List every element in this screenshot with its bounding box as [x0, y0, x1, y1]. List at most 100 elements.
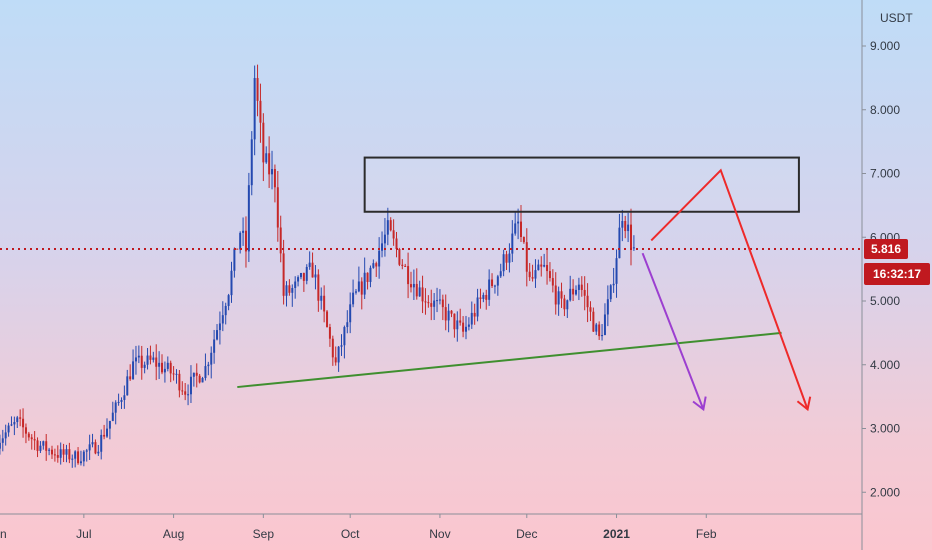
candle	[271, 150, 274, 190]
candle	[207, 361, 210, 376]
candle	[381, 231, 384, 258]
candle	[447, 303, 450, 333]
candle	[132, 349, 135, 380]
candle	[577, 277, 580, 301]
candlestick-series	[0, 64, 635, 468]
candle	[77, 447, 80, 465]
candle	[551, 269, 554, 293]
candle	[407, 252, 410, 299]
support-trendline[interactable]	[237, 331, 782, 389]
candle	[79, 450, 82, 466]
candle	[155, 344, 158, 381]
candle	[1, 429, 4, 452]
candle	[302, 272, 305, 292]
candle	[30, 434, 33, 450]
candle	[543, 253, 546, 268]
candle	[143, 361, 146, 374]
candle	[378, 237, 381, 279]
candle	[346, 310, 349, 334]
candle	[534, 259, 537, 288]
candle	[340, 334, 343, 356]
candle	[265, 146, 268, 164]
candle	[259, 83, 262, 143]
candle	[282, 239, 285, 305]
candle	[88, 434, 91, 460]
candle	[94, 439, 97, 455]
candle	[459, 308, 462, 326]
candle	[149, 345, 152, 365]
candle	[117, 393, 120, 406]
candle	[71, 454, 74, 468]
candle	[470, 301, 473, 329]
candle	[557, 286, 560, 316]
time-tick-label: Dec	[516, 527, 537, 541]
arrow-head-icon	[796, 396, 812, 412]
candle	[178, 370, 181, 398]
candle	[476, 288, 479, 322]
candle	[56, 445, 59, 463]
last-price-value: 5.816	[871, 242, 901, 256]
candle	[491, 273, 494, 289]
candle	[288, 279, 291, 296]
price-tick-label: 7.000	[870, 167, 900, 181]
candle	[415, 268, 418, 300]
candle	[482, 292, 485, 303]
candle	[192, 372, 195, 387]
candle	[314, 265, 317, 290]
candle	[531, 264, 534, 282]
bearish-projection-arrow-purple[interactable]	[641, 252, 707, 412]
candle	[586, 283, 589, 323]
candle	[146, 348, 149, 370]
candle	[256, 64, 259, 117]
candle	[233, 247, 236, 278]
candle	[479, 288, 482, 309]
candle	[467, 317, 470, 331]
candle	[195, 363, 198, 388]
candle	[621, 209, 624, 242]
candle	[239, 231, 242, 254]
price-tick-label: 4.000	[870, 358, 900, 372]
candle	[22, 408, 25, 438]
candle	[108, 420, 111, 440]
candle	[421, 275, 424, 314]
candle	[398, 247, 401, 267]
candle	[103, 424, 106, 440]
candle	[74, 450, 77, 468]
candle	[430, 289, 433, 321]
candle	[502, 249, 505, 277]
drawing-overlays	[0, 156, 862, 412]
candle	[126, 369, 129, 396]
candle	[152, 351, 155, 363]
candle	[166, 356, 169, 372]
last-price-badge	[864, 238, 908, 259]
candle	[10, 416, 13, 427]
candle	[36, 437, 39, 458]
candle	[262, 113, 265, 182]
candle	[134, 345, 137, 375]
candle	[496, 274, 499, 296]
candle	[297, 275, 300, 287]
candle	[91, 433, 94, 448]
candle	[462, 316, 465, 338]
candle	[184, 382, 187, 401]
candle	[45, 433, 48, 461]
candle	[554, 272, 557, 315]
candle	[198, 373, 201, 384]
candle	[409, 271, 412, 293]
candle	[354, 288, 357, 295]
candle	[627, 212, 630, 243]
candle	[488, 269, 491, 306]
candle	[546, 249, 549, 285]
candle	[331, 335, 334, 366]
candle	[548, 262, 551, 282]
candle	[137, 345, 140, 364]
candle	[175, 369, 178, 384]
candle	[525, 228, 528, 287]
candle	[24, 423, 27, 444]
candle	[187, 384, 190, 406]
candle	[401, 259, 404, 270]
bearish-projection-arrow-red[interactable]	[650, 168, 812, 412]
candle	[13, 416, 16, 436]
